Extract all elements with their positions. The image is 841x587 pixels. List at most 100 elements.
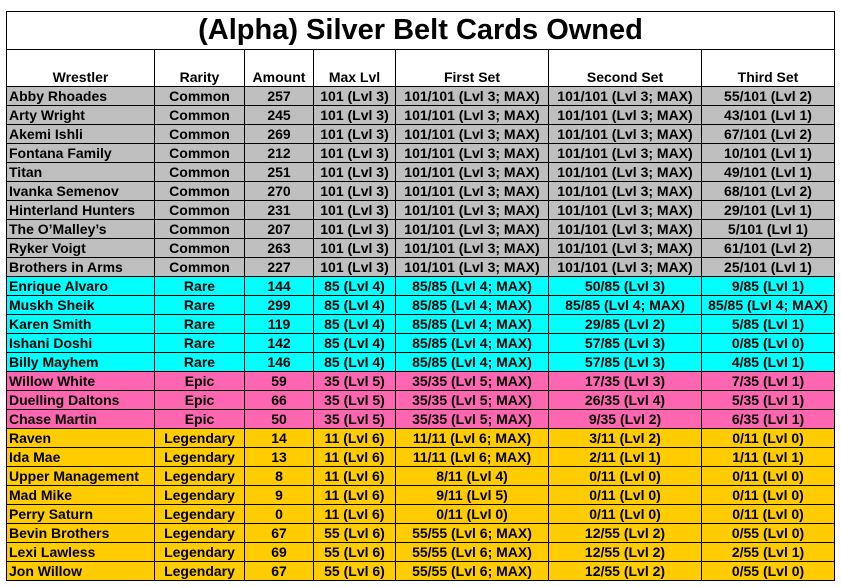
table-row: Titan Common 251 101 (Lvl 3) 101/101 (Lvl 3;… (6, 162, 835, 182)
amount-cell: 14 (244, 428, 314, 448)
second-set-cell: 101/101 (Lvl 3; MAX) (548, 86, 702, 106)
amount-cell: 299 (244, 295, 314, 315)
second-set-cell: 101/101 (Lvl 3; MAX) (548, 219, 702, 239)
third-set-cell: 68/101 (Lvl 2) (701, 181, 835, 201)
amount-cell: 257 (244, 86, 314, 106)
second-set-cell: 57/85 (Lvl 3) (548, 352, 702, 372)
amount-cell: 144 (244, 276, 314, 296)
max-lvl-cell: 101 (Lvl 3) (313, 200, 396, 220)
third-set-cell: 0/55 (Lvl 0) (701, 523, 835, 543)
amount-cell: 0 (244, 504, 314, 524)
wrestler-cell: Mad Mike (6, 485, 155, 505)
table-row: Bevin Brothers Legendary 67 55 (Lvl 6) 55/55… (6, 523, 835, 543)
third-set-cell: 6/35 (Lvl 1) (701, 409, 835, 429)
table-row: Billy Mayhem Rare 146 85 (Lvl 4) 85/85 (Lvl … (6, 352, 835, 372)
table-row: Ishani Doshi Rare 142 85 (Lvl 4) 85/85 (Lvl … (6, 333, 835, 353)
amount-cell: 119 (244, 314, 314, 334)
max-lvl-cell: 85 (Lvl 4) (313, 295, 396, 315)
rarity-cell: Common (154, 200, 245, 220)
wrestler-cell: Enrique Alvaro (6, 276, 155, 296)
max-lvl-cell: 101 (Lvl 3) (313, 105, 396, 125)
second-set-cell: 101/101 (Lvl 3; MAX) (548, 105, 702, 125)
table-row: Jon Willow Legendary 67 55 (Lvl 6) 55/55 (Lv… (6, 561, 835, 581)
column-header-third-set: Third Set (701, 49, 835, 87)
column-header-max-lvl: Max Lvl (313, 49, 396, 87)
table-row: Ivanka Semenov Common 270 101 (Lvl 3) 101/10… (6, 181, 835, 201)
cards-owned-table: (Alpha) Silver Belt Cards Owned Wrestler… (6, 11, 835, 581)
third-set-cell: 0/11 (Lvl 0) (701, 504, 835, 524)
third-set-cell: 1/11 (Lvl 1) (701, 447, 835, 467)
amount-cell: 59 (244, 371, 314, 391)
first-set-cell: 0/11 (Lvl 0) (395, 504, 549, 524)
rarity-cell: Legendary (154, 447, 245, 467)
max-lvl-cell: 101 (Lvl 3) (313, 143, 396, 163)
third-set-cell: 0/85 (Lvl 0) (701, 333, 835, 353)
rarity-cell: Epic (154, 390, 245, 410)
max-lvl-cell: 55 (Lvl 6) (313, 523, 396, 543)
rarity-cell: Rare (154, 314, 245, 334)
table-row: Arty Wright Common 245 101 (Lvl 3) 101/101 (… (6, 105, 835, 125)
second-set-cell: 0/11 (Lvl 0) (548, 504, 702, 524)
first-set-cell: 9/11 (Lvl 5) (395, 485, 549, 505)
max-lvl-cell: 101 (Lvl 3) (313, 238, 396, 258)
rarity-cell: Rare (154, 333, 245, 353)
max-lvl-cell: 35 (Lvl 5) (313, 371, 396, 391)
amount-cell: 227 (244, 257, 314, 277)
first-set-cell: 35/35 (Lvl 5; MAX) (395, 409, 549, 429)
first-set-cell: 35/35 (Lvl 5; MAX) (395, 390, 549, 410)
second-set-cell: 101/101 (Lvl 3; MAX) (548, 162, 702, 182)
table-row: Willow White Epic 59 35 (Lvl 5) 35/35 (Lvl 5… (6, 371, 835, 391)
second-set-cell: 26/35 (Lvl 4) (548, 390, 702, 410)
second-set-cell: 29/85 (Lvl 2) (548, 314, 702, 334)
table-row: Lexi Lawless Legendary 69 55 (Lvl 6) 55/55 (… (6, 542, 835, 562)
second-set-cell: 101/101 (Lvl 3; MAX) (548, 124, 702, 144)
second-set-cell: 101/101 (Lvl 3; MAX) (548, 257, 702, 277)
table-row: Akemi Ishli Common 269 101 (Lvl 3) 101/101 (… (6, 124, 835, 144)
amount-cell: 67 (244, 561, 314, 581)
wrestler-cell: Akemi Ishli (6, 124, 155, 144)
column-header-amount: Amount (244, 49, 314, 87)
amount-cell: 251 (244, 162, 314, 182)
table-row: Ryker Voigt Common 263 101 (Lvl 3) 101/101 (… (6, 238, 835, 258)
first-set-cell: 85/85 (Lvl 4; MAX) (395, 333, 549, 353)
amount-cell: 270 (244, 181, 314, 201)
wrestler-cell: Raven (6, 428, 155, 448)
first-set-cell: 55/55 (Lvl 6; MAX) (395, 523, 549, 543)
third-set-cell: 5/85 (Lvl 1) (701, 314, 835, 334)
max-lvl-cell: 101 (Lvl 3) (313, 257, 396, 277)
max-lvl-cell: 55 (Lvl 6) (313, 542, 396, 562)
rarity-cell: Common (154, 124, 245, 144)
second-set-cell: 0/11 (Lvl 0) (548, 466, 702, 486)
max-lvl-cell: 85 (Lvl 4) (313, 276, 396, 296)
first-set-cell: 101/101 (Lvl 3; MAX) (395, 124, 549, 144)
table-row: Enrique Alvaro Rare 144 85 (Lvl 4) 85/85 (Lv… (6, 276, 835, 296)
wrestler-cell: Chase Martin (6, 409, 155, 429)
rarity-cell: Common (154, 143, 245, 163)
table-body: Abby Rhoades Common 257 101 (Lvl 3) 101/101 … (6, 86, 835, 581)
wrestler-cell: Brothers in Arms (6, 257, 155, 277)
table-row: The O’Malley’s Common 207 101 (Lvl 3) 101/10… (6, 219, 835, 239)
third-set-cell: 61/101 (Lvl 2) (701, 238, 835, 258)
first-set-cell: 85/85 (Lvl 4; MAX) (395, 276, 549, 296)
third-set-cell: 25/101 (Lvl 1) (701, 257, 835, 277)
second-set-cell: 101/101 (Lvl 3; MAX) (548, 200, 702, 220)
second-set-cell: 2/11 (Lvl 1) (548, 447, 702, 467)
third-set-cell: 4/85 (Lvl 1) (701, 352, 835, 372)
wrestler-cell: Ivanka Semenov (6, 181, 155, 201)
first-set-cell: 101/101 (Lvl 3; MAX) (395, 238, 549, 258)
first-set-cell: 85/85 (Lvl 4; MAX) (395, 352, 549, 372)
max-lvl-cell: 101 (Lvl 3) (313, 219, 396, 239)
wrestler-cell: Perry Saturn (6, 504, 155, 524)
first-set-cell: 101/101 (Lvl 3; MAX) (395, 200, 549, 220)
max-lvl-cell: 11 (Lvl 6) (313, 466, 396, 486)
first-set-cell: 101/101 (Lvl 3; MAX) (395, 181, 549, 201)
rarity-cell: Legendary (154, 485, 245, 505)
wrestler-cell: Abby Rhoades (6, 86, 155, 106)
amount-cell: 142 (244, 333, 314, 353)
wrestler-cell: Muskh Sheik (6, 295, 155, 315)
rarity-cell: Legendary (154, 561, 245, 581)
wrestler-cell: Jon Willow (6, 561, 155, 581)
max-lvl-cell: 101 (Lvl 3) (313, 86, 396, 106)
second-set-cell: 12/55 (Lvl 2) (548, 523, 702, 543)
amount-cell: 207 (244, 219, 314, 239)
